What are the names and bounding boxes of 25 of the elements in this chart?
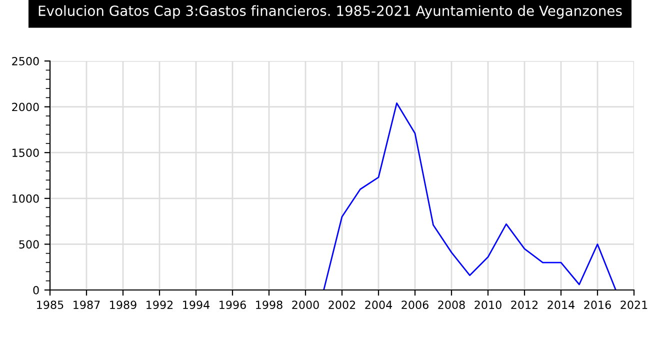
x-tick-label: 2008 xyxy=(438,300,465,310)
x-tick-label: 2006 xyxy=(402,300,428,310)
y-tick-label: 2000 xyxy=(12,102,39,112)
chart-title: Evolucion Gatos Cap 3:Gastos financieros. 1985-2021 Ayuntamiento de Veganzones xyxy=(38,5,622,19)
y-tick-label: 500 xyxy=(19,240,39,249)
x-tick-label: 2004 xyxy=(365,300,392,310)
x-tick-label: 1989 xyxy=(110,300,136,310)
y-tick-label: 1000 xyxy=(12,194,39,203)
x-tick-label: 1992 xyxy=(146,300,173,310)
y-tick-label: 1500 xyxy=(12,148,39,157)
x-tick-label: 2000 xyxy=(292,300,319,310)
x-tick-label: 1998 xyxy=(256,300,282,310)
y-tick-label: 2500 xyxy=(12,56,39,66)
x-tick-label: 2002 xyxy=(328,300,356,310)
line-series xyxy=(323,102,616,290)
x-tick-label: 2021 xyxy=(620,300,648,310)
x-tick-label: 2014 xyxy=(548,300,575,310)
x-tick-label: 2016 xyxy=(584,300,611,310)
x-tick-label: 2012 xyxy=(511,300,538,310)
x-tick-label: 1996 xyxy=(220,300,246,310)
x-tick-label: 1987 xyxy=(74,300,100,310)
x-tick-label: 1985 xyxy=(37,300,64,310)
y-tick-label: 0 xyxy=(33,286,39,294)
x-tick-label: 1994 xyxy=(183,300,210,310)
x-tick-label: 2010 xyxy=(474,300,502,310)
